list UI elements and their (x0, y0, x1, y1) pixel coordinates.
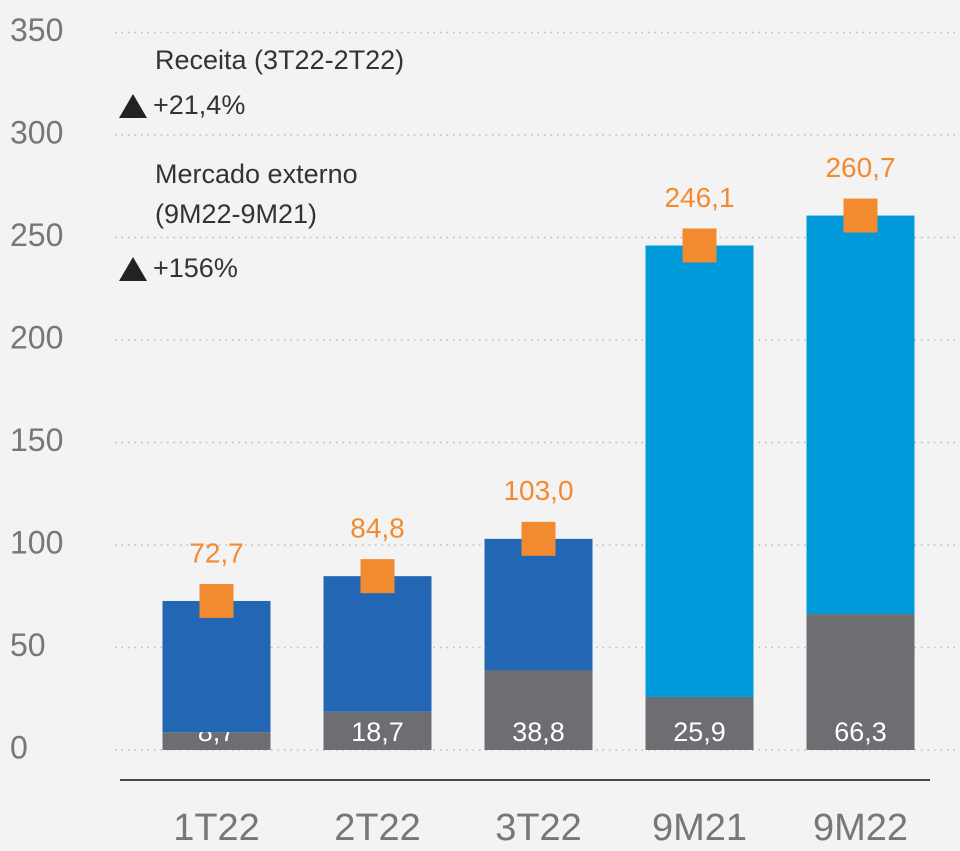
bar-segment (806, 215, 915, 615)
bar-segment (484, 670, 593, 750)
bar-segment (323, 711, 432, 750)
y-tick-label: 0 (10, 729, 28, 765)
value-label: 66,3 (834, 717, 887, 747)
y-tick-label: 150 (10, 422, 63, 458)
x-tick-label: 1T22 (173, 807, 260, 849)
up-icon (119, 257, 147, 281)
total-label: 246,1 (664, 182, 734, 213)
total-marker (521, 521, 556, 556)
total-label: 84,8 (350, 513, 405, 544)
total-marker (199, 583, 234, 618)
bar-segment (162, 600, 271, 733)
total-label: 260,7 (825, 152, 895, 183)
bar-segment (645, 245, 754, 697)
annotation: (9M22-9M21) (155, 199, 317, 229)
value-label: 38,8 (512, 717, 565, 747)
x-tick-label: 2T22 (334, 807, 421, 849)
y-tick-label: 200 (10, 319, 63, 355)
bar-segment (323, 576, 432, 712)
y-tick-label: 100 (10, 524, 63, 560)
x-tick-label: 9M21 (652, 807, 747, 849)
y-tick-label: 50 (10, 627, 46, 663)
y-tick-label: 350 (10, 12, 63, 48)
up-icon (119, 94, 147, 118)
value-label: 25,9 (673, 717, 726, 747)
total-label: 72,7 (189, 537, 244, 568)
total-marker (682, 228, 717, 263)
bar-segment (484, 538, 593, 671)
value-label: 18,7 (351, 717, 404, 747)
y-tick-label: 250 (10, 217, 63, 253)
total-marker (360, 559, 395, 594)
bar-segment (645, 696, 754, 750)
annotation: +21,4% (153, 90, 245, 120)
total-marker (843, 198, 878, 233)
annotation: +156% (153, 253, 238, 283)
annotation: Mercado externo (155, 159, 358, 189)
annotation: Receita (3T22-2T22) (155, 45, 404, 75)
y-tick-label: 300 (10, 114, 63, 150)
bar-segment (806, 614, 915, 750)
total-label: 103,0 (503, 475, 573, 506)
x-tick-label: 9M22 (813, 807, 908, 849)
x-tick-label: 3T22 (495, 807, 582, 849)
bar-segment (162, 732, 271, 750)
